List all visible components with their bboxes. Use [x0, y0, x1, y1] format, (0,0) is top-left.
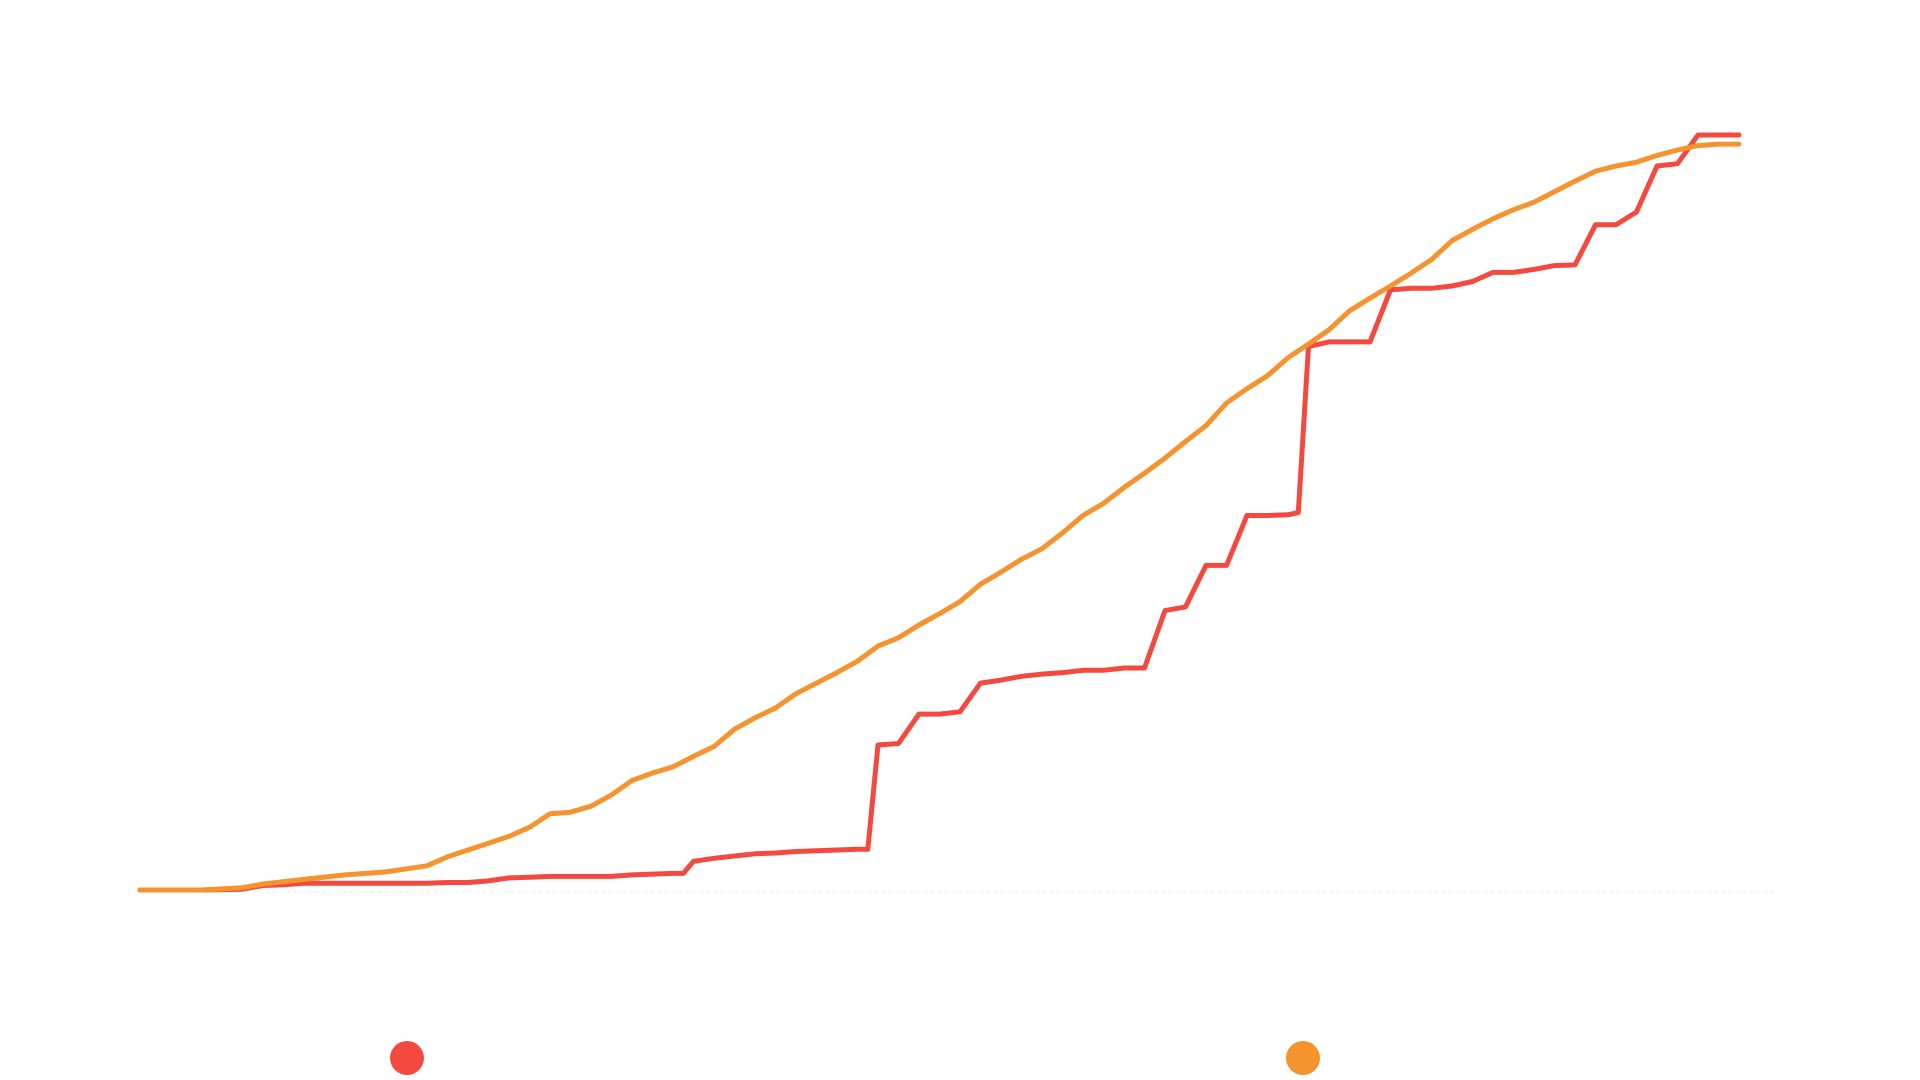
series-line-1: [137, 132, 1742, 893]
series-line-2: [137, 141, 1742, 893]
legend-marker-1: [390, 1041, 424, 1075]
legend-marker-2: [1286, 1041, 1320, 1075]
legend: [390, 1041, 1320, 1075]
plot-area: [137, 132, 1780, 893]
